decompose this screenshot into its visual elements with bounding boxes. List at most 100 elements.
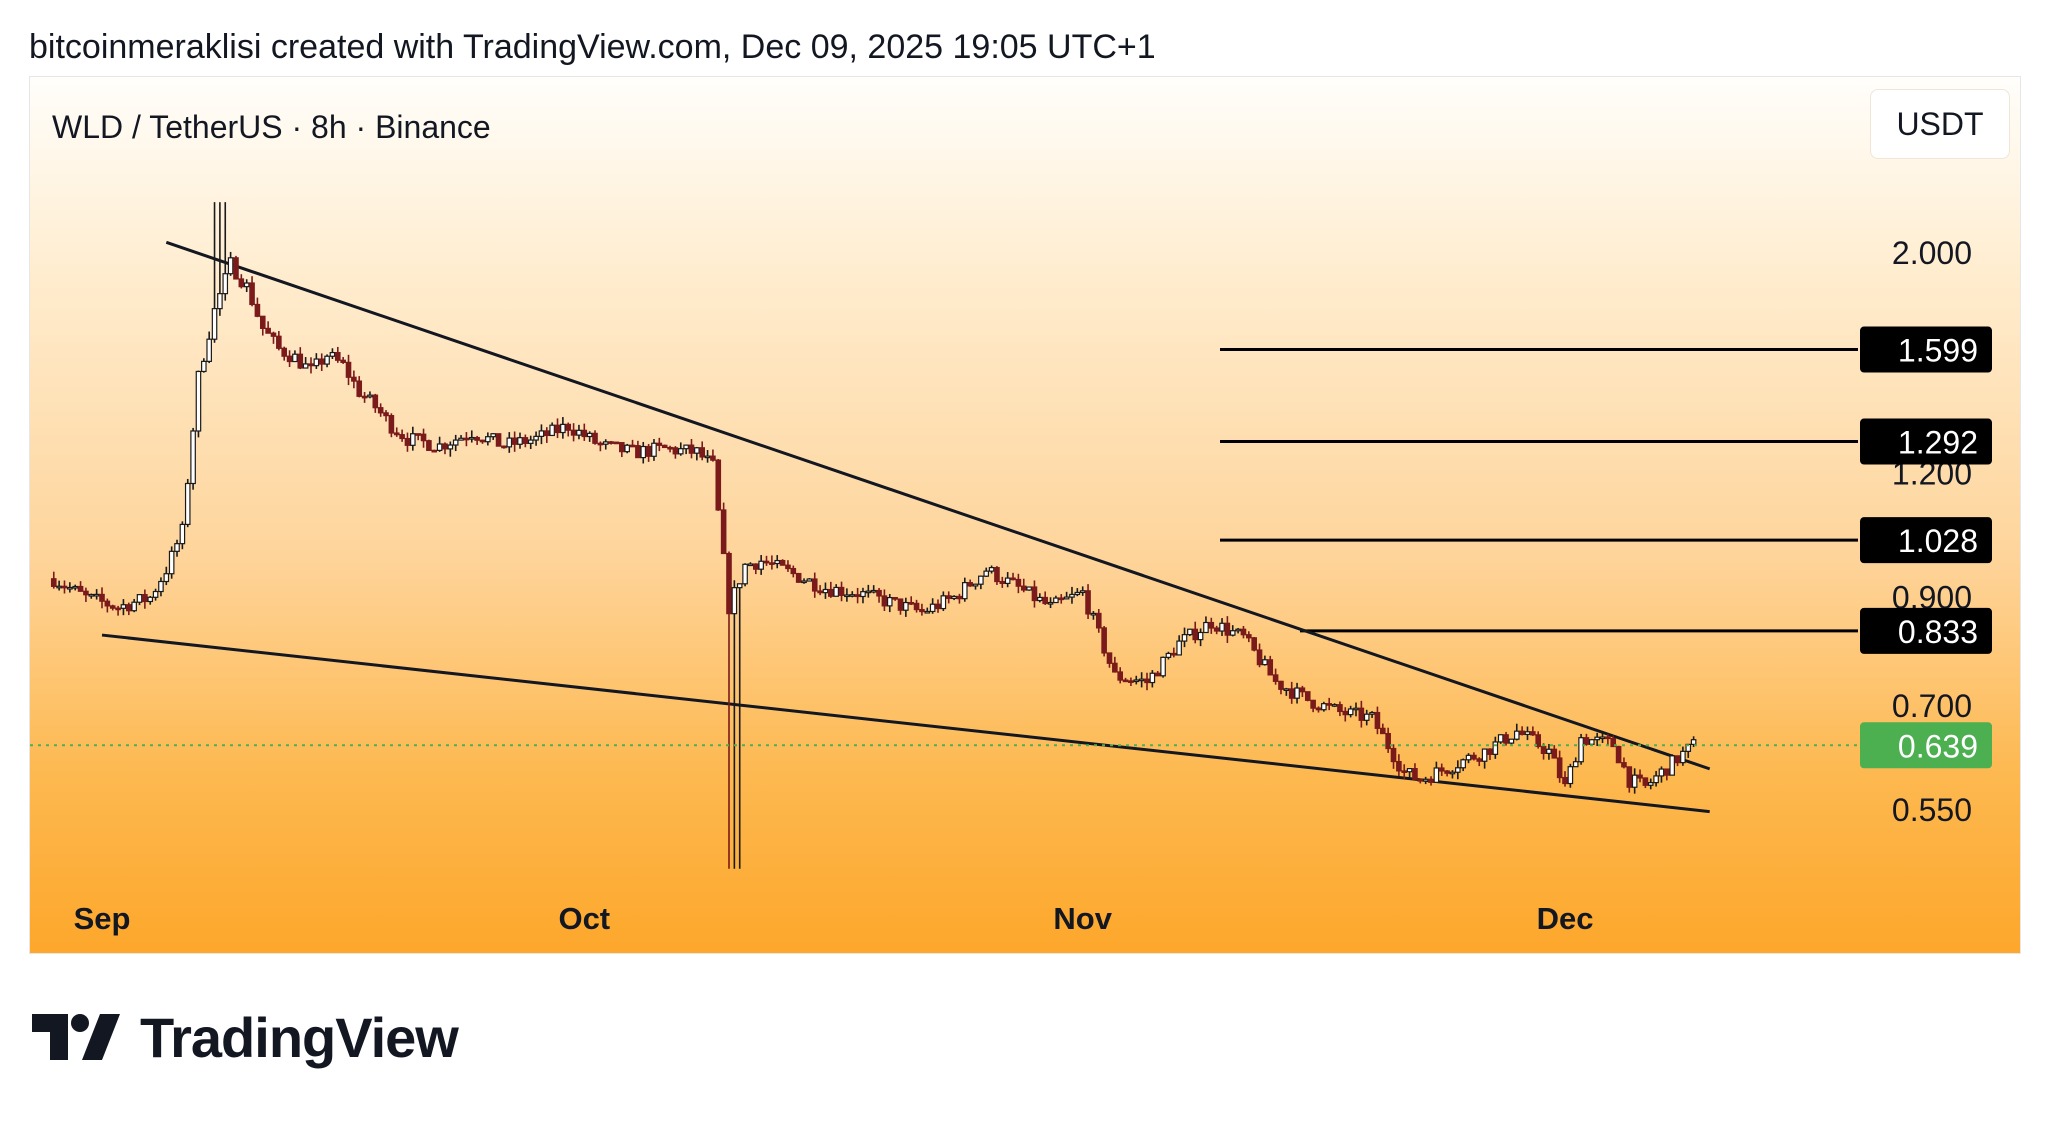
candle-body [329, 351, 336, 357]
candle-body [645, 445, 652, 457]
candle-body [844, 594, 850, 598]
candle-body [699, 447, 706, 458]
candle-body [1680, 750, 1686, 764]
candle-body [50, 578, 57, 587]
candle-body [1503, 734, 1509, 744]
candle-body [1240, 628, 1247, 636]
candle-body [1476, 758, 1483, 762]
candle-body [104, 600, 111, 607]
resistance-level-label-bg [1860, 517, 1992, 564]
candle-body [1428, 778, 1434, 783]
candle-body [710, 455, 716, 461]
tradingview-logo[interactable]: TradingView [32, 1006, 459, 1069]
candle-body [1310, 699, 1316, 709]
candle-body [769, 562, 775, 565]
candle-body [801, 580, 807, 584]
candle-body [1621, 762, 1627, 768]
candle-body [158, 580, 164, 593]
y-tick-label: 0.550 [1892, 792, 1972, 828]
candle-body [795, 572, 802, 583]
candle-body [1187, 628, 1193, 636]
candle-body [1631, 774, 1638, 788]
candle-body [892, 596, 898, 600]
candle-body [1358, 707, 1365, 721]
candle-body [1197, 631, 1204, 641]
candle-body [640, 445, 647, 459]
candle-body [613, 441, 620, 445]
candle-body [1653, 775, 1659, 784]
candle-body [1053, 597, 1059, 604]
candle-body [1347, 708, 1354, 716]
candle-body [1497, 734, 1504, 743]
candle-body [560, 423, 566, 434]
candle-body [677, 448, 684, 455]
candle-body [1401, 770, 1408, 774]
candle-body [1390, 747, 1397, 763]
candle-body [125, 604, 132, 612]
candle-body [1637, 774, 1643, 779]
candle-body [276, 335, 282, 349]
candle-body [1106, 652, 1113, 664]
current-price-label-bg [1860, 722, 1992, 769]
candle-body [1530, 731, 1536, 736]
candle-body [1095, 612, 1102, 629]
candle-body [1481, 748, 1488, 762]
candle-body [1272, 674, 1279, 682]
candle-body [458, 437, 464, 441]
candle-body [1487, 748, 1493, 755]
candle-body [940, 595, 947, 610]
candle-body [1283, 688, 1290, 691]
candle-body [860, 591, 866, 598]
candle-body [1235, 628, 1241, 632]
resistance-level-label: 0.833 [1898, 614, 1978, 650]
candle-body [1165, 652, 1172, 658]
candle-body [1224, 622, 1231, 636]
candle-body [420, 433, 427, 442]
currency-button[interactable]: USDT [1870, 89, 2010, 159]
candle-body [758, 560, 764, 570]
resistance-level-label-bg [1860, 326, 1992, 373]
candle-body [1647, 782, 1654, 786]
candle-body [1304, 691, 1311, 701]
candle-body [426, 440, 432, 451]
candle-body [1438, 767, 1445, 772]
candle-body [635, 445, 641, 459]
y-tick-label: 0.700 [1892, 688, 1972, 724]
resistance-level-label: 1.028 [1898, 523, 1978, 559]
candle-body [345, 361, 352, 378]
candle-body [1063, 596, 1070, 600]
chart-panel[interactable]: 2.000 1.200 0.900 0.700 0.550 Sep Oct Nov Dec 1.5… [29, 76, 2021, 954]
candle-body [511, 437, 518, 445]
candle-body [838, 586, 845, 596]
candle-body [849, 594, 856, 597]
candle-body [1133, 679, 1140, 683]
candle-body [1578, 737, 1584, 763]
candle-body [61, 585, 68, 589]
candle-body [1074, 591, 1081, 596]
resistance-level-label-bg [1860, 607, 1992, 654]
candle-body [431, 449, 438, 453]
candle-body [308, 363, 314, 367]
candle-body [415, 433, 421, 436]
candle-body [597, 442, 604, 446]
candle-body [913, 602, 920, 611]
candle-body [785, 564, 791, 570]
candle-body [1615, 745, 1622, 764]
candle-body [1128, 680, 1134, 683]
candle-body [1256, 649, 1263, 666]
candle-body [1519, 730, 1525, 736]
candle-body [1192, 628, 1199, 641]
candle-body [324, 355, 330, 365]
tradingview-logo-icon [32, 1014, 120, 1060]
candle-body [694, 447, 700, 454]
candle-body [1455, 767, 1461, 773]
candle-body [211, 308, 218, 340]
candle-body [217, 293, 223, 310]
candle-body [828, 588, 834, 597]
candle-body [1213, 627, 1220, 632]
candle-body [1262, 659, 1268, 666]
candle-body [1337, 704, 1343, 713]
candle-body [1690, 739, 1697, 745]
candle-body [1572, 761, 1579, 768]
